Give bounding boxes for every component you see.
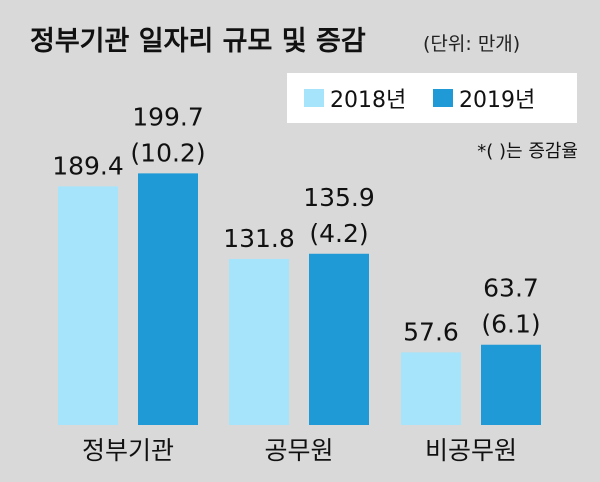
legend-label-2018: 2018년 — [330, 88, 406, 113]
value-label-jeongbugigwan-2019: 199.7 — [132, 102, 204, 131]
category-labels-group: 정부기관 공무원 비공무원 — [82, 436, 517, 465]
value-label-jeongbugigwan-2018: 189.4 — [52, 151, 124, 180]
value-label-bigongmuwon-2018: 57.6 — [403, 317, 459, 346]
legend-swatch-2019 — [433, 89, 453, 107]
value-label-gongmuwon-2019: 135.9 — [303, 183, 375, 212]
note-text: *( )는 증감율 — [477, 141, 578, 162]
category-label-gongmuwon: 공무원 — [264, 436, 333, 465]
change-label-jeongbugigwan-2019: (10.2) — [130, 138, 205, 167]
chart-title: 정부기관 일자리 규모 및 증감 — [30, 26, 366, 57]
bar-jeongbugigwan-2018 — [58, 186, 118, 425]
category-label-jeongbugigwan: 정부기관 — [82, 436, 174, 465]
bar-bigongmuwon-2019 — [481, 344, 541, 425]
bar-gongmuwon-2019 — [309, 253, 369, 425]
bar-gongmuwon-2018 — [229, 258, 289, 425]
legend-swatch-2018 — [304, 89, 324, 107]
bars-group — [58, 173, 541, 425]
change-label-gongmuwon-2019: (4.2) — [309, 219, 368, 248]
bar-jeongbugigwan-2019 — [138, 173, 198, 425]
change-label-bigongmuwon-2019: (6.1) — [481, 310, 540, 339]
legend: 2018년 2019년 — [287, 73, 577, 123]
value-label-bigongmuwon-2019: 63.7 — [483, 274, 539, 303]
category-label-bigongmuwon: 비공무원 — [425, 436, 517, 465]
bar-bigongmuwon-2018 — [401, 352, 461, 425]
value-labels-group: 189.4 199.7 (10.2) 131.8 135.9 (4.2) 57.6 63.7 (… — [52, 102, 540, 346]
unit-label: (단위: 만개) — [423, 33, 520, 55]
value-label-gongmuwon-2018: 131.8 — [223, 224, 295, 253]
legend-box — [287, 73, 577, 123]
legend-label-2019: 2019년 — [459, 88, 535, 113]
